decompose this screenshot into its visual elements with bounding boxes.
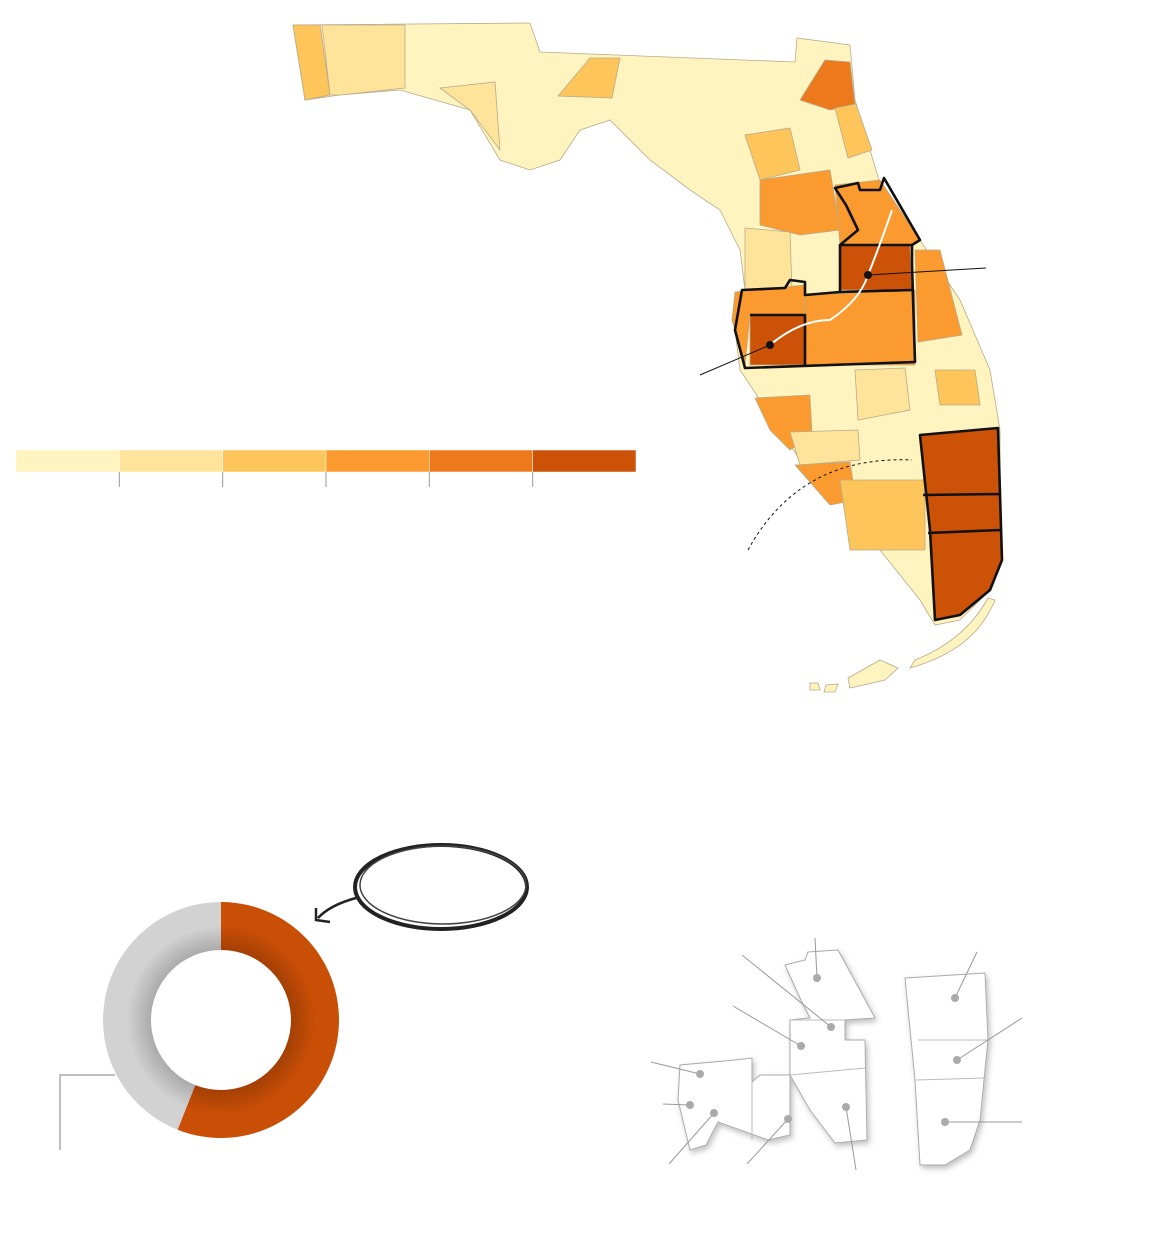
county-dot [784, 1115, 792, 1123]
county [789, 429, 861, 466]
county-border [751, 1019, 988, 1140]
legend-swatch [325, 449, 430, 473]
county-shape [904, 972, 989, 1166]
county-dot [951, 994, 959, 1002]
county-locator [650, 937, 1023, 1171]
leader-line [867, 267, 987, 276]
callout [314, 843, 529, 931]
county-dot [842, 1103, 850, 1111]
city-dot [766, 341, 774, 349]
leader-line [662, 1103, 691, 1106]
county [914, 249, 963, 343]
city-dot [864, 271, 872, 279]
leader-line [650, 1061, 701, 1075]
legend [15, 449, 637, 487]
county-dot [696, 1070, 704, 1078]
callout-arrow [314, 896, 357, 924]
county [744, 227, 793, 291]
county-dot [827, 1023, 835, 1031]
leader-line [668, 1112, 715, 1165]
leader-line [845, 1106, 857, 1171]
leader-line [732, 1005, 802, 1047]
county [834, 103, 873, 159]
keys [809, 597, 996, 693]
florida-map [292, 22, 1004, 693]
county [557, 57, 621, 99]
locator-dots [686, 974, 961, 1126]
legend-swatch [429, 449, 533, 473]
leader-line [954, 951, 978, 999]
county [839, 479, 926, 551]
donut-inner-shadow [103, 902, 339, 1138]
leader-line [814, 937, 818, 979]
region-outline [918, 426, 1004, 622]
legend-swatch [532, 449, 637, 473]
dashed-arc [747, 459, 913, 551]
county-dot [941, 1118, 949, 1126]
county [759, 169, 841, 236]
county [804, 289, 916, 366]
county [438, 81, 501, 152]
legend-swatch [15, 449, 120, 473]
county-dot [686, 1101, 694, 1109]
county [321, 24, 406, 96]
donut-chart [103, 902, 340, 1138]
leader-line [746, 1118, 789, 1165]
locator-leaders [650, 937, 1023, 1171]
county-dot [710, 1109, 718, 1117]
region-outline [733, 176, 922, 370]
county-dot [797, 1042, 805, 1050]
leader-line [956, 1017, 1023, 1061]
leader-line [699, 344, 771, 376]
region-outline [750, 243, 913, 365]
bracket-line [59, 1074, 115, 1150]
callout-ellipse [359, 845, 527, 925]
county [854, 367, 911, 421]
county-dot [813, 974, 821, 982]
county [934, 369, 981, 406]
leader-line [741, 954, 832, 1028]
callout-ellipse [353, 843, 529, 931]
corridor-line [769, 209, 893, 346]
county-dot [953, 1056, 961, 1064]
county [799, 59, 856, 111]
legend-swatch [119, 449, 223, 473]
county [744, 127, 801, 181]
legend-swatch [222, 449, 327, 473]
